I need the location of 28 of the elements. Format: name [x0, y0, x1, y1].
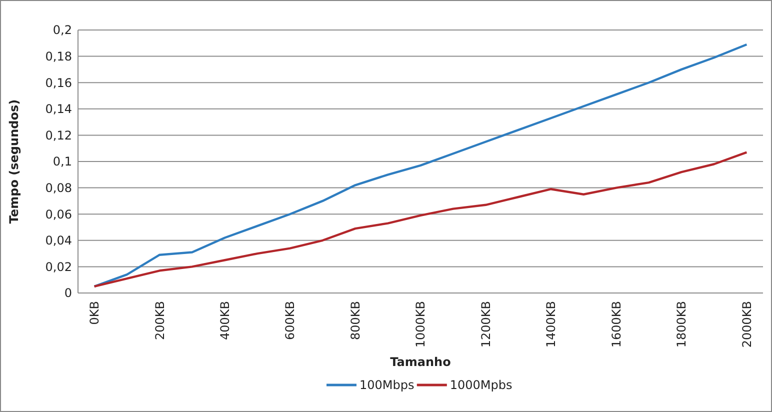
y-tick-label: 0,06 [45, 207, 72, 222]
y-axis-title: Tempo (segundos) [7, 99, 21, 224]
y-tick-label: 0,04 [45, 234, 72, 248]
y-tick-label: 0,08 [45, 181, 72, 195]
y-tick-label: 0,02 [45, 260, 72, 274]
y-tick-label: 0,12 [45, 128, 72, 142]
x-tick-label: 1000KB [414, 301, 428, 348]
x-tick-label: 1400KB [544, 301, 558, 348]
y-tick-label: 0,14 [45, 102, 72, 116]
y-tick-label: 0 [64, 286, 72, 300]
x-tick-label: 1800KB [674, 301, 689, 348]
x-tick-label: 800KB [348, 301, 362, 340]
x-tick-label: 2000KB [740, 301, 754, 348]
x-tick-label: 0KB [88, 301, 102, 325]
x-axis-title: Tamanho [390, 355, 451, 369]
line-series [93, 151, 748, 288]
x-tick-label: 1200KB [478, 301, 493, 348]
x-tick-label: 1600KB [609, 301, 624, 348]
y-tick-label: 0,16 [45, 76, 72, 90]
y-tick-label: 0,1 [52, 154, 72, 169]
legend-label: 100Mbps [360, 378, 414, 392]
line-series [93, 43, 748, 288]
x-tick-label: 600KB [283, 301, 298, 340]
y-tick-label: 0,18 [45, 50, 72, 64]
x-tick-label: 400KB [218, 301, 232, 340]
y-tick-label: 0,2 [52, 23, 72, 38]
x-tick-label: 200KB [152, 301, 167, 340]
legend-label: 1000Mpbs [450, 378, 512, 392]
